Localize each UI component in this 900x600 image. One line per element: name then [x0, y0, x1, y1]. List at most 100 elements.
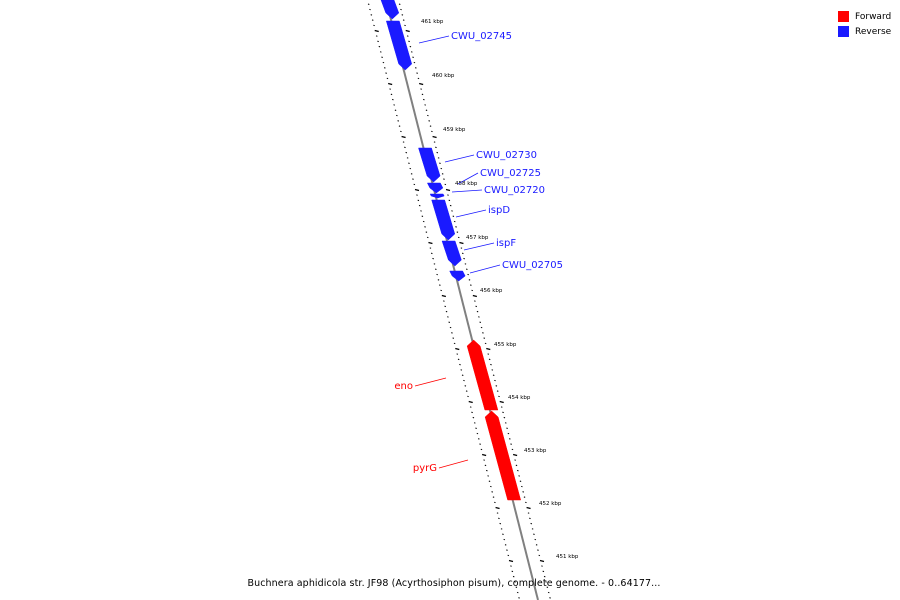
gene-arrow[interactable] — [431, 199, 456, 241]
minor-tick — [490, 485, 492, 488]
legend-forward: Forward — [838, 9, 891, 24]
axis-minor-tick — [494, 379, 496, 382]
minor-tick — [373, 24, 375, 27]
legend-reverse-label: Reverse — [855, 26, 892, 37]
axis-minor-tick — [496, 390, 499, 392]
axis-label: 454 kbp — [508, 395, 531, 401]
axis-minor-tick — [521, 485, 523, 488]
minor-tick — [422, 220, 425, 223]
gene-label[interactable]: pyrG — [413, 463, 437, 474]
gene-arrow[interactable] — [429, 193, 445, 199]
axis-minor-tick — [546, 586, 549, 588]
gene-label[interactable]: CWU_02725 — [480, 168, 541, 179]
axis-minor-tick — [523, 496, 526, 498]
axis-minor-tick — [467, 273, 469, 276]
axis-minor-tick — [533, 533, 535, 535]
minor-tick — [502, 533, 504, 535]
axis-label: 452 kbp — [539, 501, 562, 507]
axis-minor-tick — [531, 528, 534, 530]
axis-minor-tick — [456, 231, 459, 233]
axis-minor-tick — [491, 369, 494, 371]
axis-minor-tick — [412, 56, 414, 58]
axis-minor-tick — [469, 284, 472, 286]
minor-tick — [463, 379, 465, 382]
axis-minor-tick — [421, 93, 424, 96]
minor-tick — [444, 305, 447, 308]
minor-tick — [381, 56, 383, 58]
gene-arrow[interactable] — [418, 147, 441, 183]
minor-tick — [451, 332, 453, 334]
minor-tick — [484, 464, 487, 467]
axis-label: 456 kbp — [480, 288, 503, 294]
axis-minor-tick — [500, 406, 503, 408]
minor-tick — [379, 51, 382, 53]
legend: Forward Reverse — [838, 9, 891, 39]
axis-minor-tick — [518, 475, 520, 477]
forward-swatch — [838, 11, 849, 22]
axis-minor-tick — [401, 14, 404, 16]
minor-tick — [512, 575, 515, 578]
gene-arrow[interactable] — [484, 410, 521, 501]
axis-minor-tick — [409, 45, 412, 48]
gene-label[interactable]: CWU_02745 — [451, 31, 512, 42]
minor-tick — [510, 565, 512, 567]
axis-minor-tick — [461, 252, 464, 255]
minor-tick — [433, 263, 436, 265]
gene-arrow[interactable] — [441, 240, 462, 267]
gene-arrow[interactable] — [426, 182, 444, 194]
axis-minor-tick — [502, 411, 504, 414]
gene-label[interactable]: CWU_02720 — [484, 185, 545, 196]
minor-tick — [405, 151, 408, 154]
minor-tick — [460, 369, 463, 371]
axis-minor-tick — [457, 236, 460, 239]
axis-minor-tick — [444, 183, 447, 186]
minor-tick — [421, 215, 424, 217]
gene-label[interactable]: CWU_02705 — [502, 260, 563, 271]
axis-labels: 461 kbp 460 kbp 459 kbp 458 kbp 457 kbp 456 k… — [421, 19, 579, 560]
minor-tick — [432, 257, 434, 260]
axis-minor-tick — [508, 438, 511, 440]
minor-tick — [410, 173, 413, 175]
axis-minor-tick — [420, 88, 422, 90]
axis-minor-tick — [414, 67, 417, 69]
minor-tick — [420, 210, 422, 212]
minor-tick — [479, 443, 481, 445]
minor-tick — [408, 162, 410, 164]
axis-minor-tick — [464, 263, 467, 265]
minor-tick — [496, 512, 499, 514]
minor-tick — [449, 326, 452, 329]
gene-label[interactable]: ispF — [496, 238, 516, 249]
major-tick — [508, 559, 514, 563]
major-tick — [441, 294, 447, 298]
axis-minor-tick — [406, 35, 409, 37]
axis-major-tick — [499, 400, 504, 404]
axis-minor-tick — [423, 98, 425, 101]
gene-label[interactable]: ispD — [488, 205, 510, 216]
axis-minor-tick — [541, 565, 543, 567]
gene-arrow[interactable] — [449, 270, 466, 282]
axis-minor-tick — [527, 512, 530, 514]
axis-minor-tick — [522, 491, 525, 493]
minor-tick — [434, 268, 437, 270]
gene-leader-line — [463, 242, 495, 251]
axis-major-tick — [405, 29, 410, 33]
minor-tick — [436, 273, 438, 276]
minor-tick — [492, 496, 495, 498]
minor-tick — [457, 358, 460, 361]
axis-minor-tick — [429, 125, 432, 127]
gene-label[interactable]: CWU_02730 — [476, 150, 537, 161]
gene-arrow[interactable] — [380, 0, 400, 20]
axis-minor-tick — [507, 432, 510, 435]
minor-tick — [425, 231, 428, 233]
minor-tick — [514, 581, 516, 583]
gene-arrow[interactable] — [385, 20, 413, 71]
axis-major-tick — [418, 82, 424, 86]
minor-tick — [400, 130, 402, 133]
axis-label: 458 kbp — [455, 181, 478, 187]
gene-features: CWU_02745 CWU_02730 CWU_02725 CWU_02720 ispD… — [380, 0, 563, 501]
axis-minor-tick — [479, 321, 482, 323]
axis-minor-tick — [424, 104, 427, 106]
axis-minor-tick — [436, 151, 439, 154]
gene-label[interactable]: eno — [394, 381, 413, 392]
gene-arrow[interactable] — [466, 339, 499, 411]
